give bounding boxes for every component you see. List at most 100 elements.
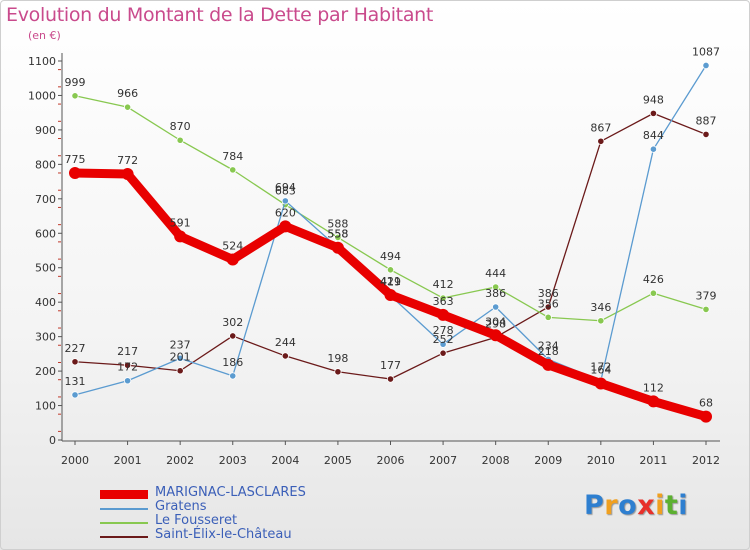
data-point [281, 197, 289, 205]
y-tick-label: 800 [35, 158, 56, 171]
data-label: 558 [327, 228, 348, 241]
data-label: 784 [222, 150, 243, 163]
data-label: 524 [222, 239, 243, 252]
data-label: 186 [222, 356, 243, 369]
proxiti-logo: Proxiti [584, 490, 688, 521]
data-label: 775 [65, 153, 86, 166]
data-point [489, 329, 502, 342]
data-label: 444 [485, 267, 506, 280]
x-tick-label: 2012 [692, 454, 720, 467]
data-label: 218 [538, 345, 559, 358]
legend-item-le-fousseret: Le Fousseret [100, 513, 360, 530]
data-point [123, 361, 132, 369]
x-tick-label: 2005 [324, 454, 352, 467]
data-label: 172 [590, 361, 611, 374]
data-label: 558 [327, 228, 348, 241]
data-point [71, 391, 79, 399]
data-label: 379 [696, 289, 717, 302]
data-point [386, 266, 395, 274]
data-label: 591 [170, 216, 191, 229]
data-point [121, 168, 134, 181]
x-tick-label: 2009 [534, 454, 562, 467]
data-label: 252 [433, 333, 454, 346]
x-tick-label: 2006 [377, 454, 405, 467]
data-label: 201 [170, 351, 191, 364]
logo-letter: i [655, 490, 665, 521]
data-point [647, 395, 660, 408]
data-label: 588 [327, 217, 348, 230]
data-label: 412 [433, 278, 454, 291]
data-label: 966 [117, 87, 138, 100]
data-label: 867 [590, 121, 611, 134]
y-tick-label: 500 [35, 262, 56, 275]
data-label: 887 [696, 114, 717, 127]
y-tick-label: 400 [35, 296, 56, 309]
data-point [229, 332, 237, 340]
data-label: 870 [170, 120, 191, 133]
data-label: 244 [275, 336, 296, 349]
data-point [69, 166, 81, 179]
data-label: 363 [433, 295, 454, 308]
legend-label: MARIGNAC-LASCLARES [155, 485, 306, 500]
data-point [542, 358, 555, 371]
data-label: 426 [643, 273, 664, 286]
data-label: 772 [117, 154, 138, 167]
y-tick-label: 0 [49, 434, 56, 447]
data-label: 198 [327, 352, 348, 365]
data-point [176, 367, 184, 375]
logo-letter: t [664, 490, 679, 521]
data-point [439, 340, 447, 348]
data-label: 234 [538, 339, 559, 352]
x-tick-label: 2008 [482, 454, 510, 467]
data-point [597, 137, 605, 145]
y-tick-label: 900 [35, 124, 56, 137]
data-point [649, 109, 658, 117]
x-tick-label: 2007 [429, 454, 457, 467]
legend-item-gratens: Gratens [100, 499, 360, 516]
x-tick-label: 2010 [587, 454, 615, 467]
data-label: 683 [275, 185, 296, 198]
data-point [71, 92, 79, 100]
legend-item-saint-elix: Saint-Élix-le-Château [100, 527, 360, 544]
legend-label: Saint-Élix-le-Château [155, 527, 292, 542]
data-label: 948 [643, 93, 664, 106]
data-point [702, 305, 710, 314]
y-tick-label: 200 [35, 365, 56, 378]
logo-letter: r [604, 490, 619, 521]
data-point [229, 372, 237, 380]
data-point [439, 349, 447, 357]
x-tick-label: 2002 [166, 454, 194, 467]
data-point [334, 368, 342, 376]
data-label: 620 [275, 206, 296, 219]
data-point [281, 352, 289, 360]
legend-swatch [100, 508, 148, 510]
legend-swatch [100, 490, 148, 499]
data-label: 386 [538, 287, 559, 300]
data-label: 421 [380, 275, 401, 288]
data-point [229, 166, 237, 174]
data-point [649, 145, 658, 153]
data-label: 999 [65, 76, 86, 89]
y-tick-label: 700 [35, 193, 56, 206]
data-point [279, 220, 292, 233]
y-tick-label: 600 [35, 227, 56, 240]
legend-swatch [100, 536, 148, 538]
data-point [492, 283, 500, 291]
x-tick-label: 2001 [114, 454, 142, 467]
data-point [331, 241, 344, 254]
data-point [123, 103, 132, 111]
data-point [492, 303, 500, 311]
data-label: 164 [590, 363, 611, 376]
y-tick-label: 1100 [28, 55, 56, 68]
data-point [437, 308, 450, 321]
data-point [702, 61, 710, 70]
logo-letter: P [584, 490, 605, 521]
data-label: 356 [538, 297, 559, 310]
data-point [594, 377, 607, 390]
logo-letter: x [637, 490, 656, 521]
x-tick-label: 2003 [219, 454, 247, 467]
legend-label: Gratens [155, 499, 207, 514]
data-label: 278 [433, 324, 454, 337]
data-label: 68 [699, 397, 713, 410]
